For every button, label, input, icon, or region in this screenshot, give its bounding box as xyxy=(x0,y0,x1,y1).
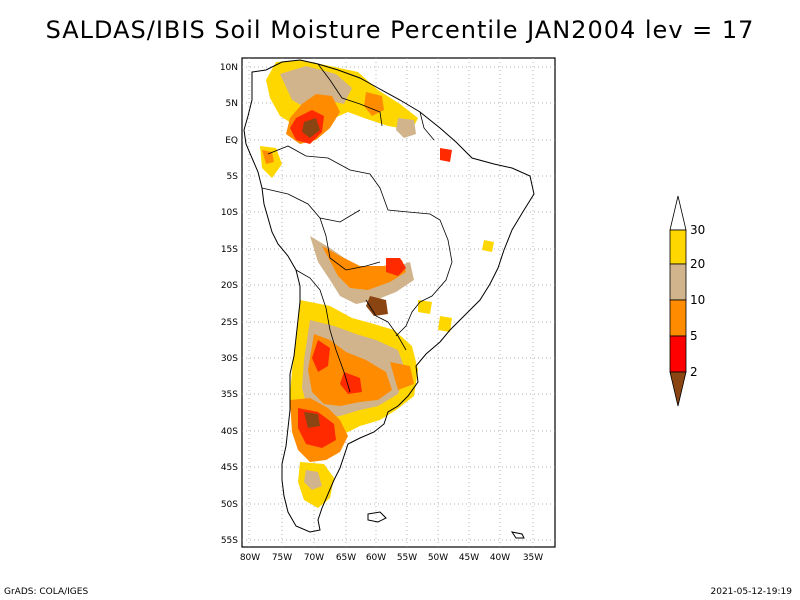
colorbar-label: 5 xyxy=(690,329,698,343)
colorbar-5-10 xyxy=(669,299,687,337)
footer-timestamp: 2021-05-12-19:19 xyxy=(710,587,793,597)
lat-label: 10N xyxy=(220,63,238,73)
lat-label: 45S xyxy=(221,463,238,473)
lat-label: 5S xyxy=(227,172,239,182)
lat-label: 40S xyxy=(221,427,238,437)
lon-label: 75W xyxy=(272,553,292,563)
lon-label: 40W xyxy=(490,553,510,563)
lon-label: 50W xyxy=(428,553,448,563)
lat-label: 5N xyxy=(226,99,238,109)
lon-label: 65W xyxy=(336,553,356,563)
lat-label: 55S xyxy=(221,536,238,546)
lat-label: 30S xyxy=(221,354,238,364)
lon-label: 55W xyxy=(397,553,417,563)
footer-credit: GrADS: COLA/IGES xyxy=(4,587,89,597)
soil-moisture-shading xyxy=(260,60,494,508)
lat-label: 25S xyxy=(221,318,238,328)
colorbar-above-30 xyxy=(669,195,687,231)
colorbar-labels: 30 20 10 5 2 xyxy=(690,223,705,379)
lat-label: 35S xyxy=(221,390,238,400)
colorbar-label: 10 xyxy=(690,293,705,307)
lon-label: 60W xyxy=(366,553,386,563)
lat-tick-labels: 10N 5N EQ 5S 10S 15S 20S 25S 30S 35S 40S… xyxy=(220,63,238,546)
lon-label: 35W xyxy=(523,553,543,563)
lat-label: 15S xyxy=(221,245,238,255)
lon-tick-labels: 80W 75W 70W 65W 60W 55W 50W 45W 40W 35W xyxy=(240,553,543,563)
lon-label: 45W xyxy=(459,553,479,563)
colorbar-20-30 xyxy=(669,229,687,265)
colorbar-2-5 xyxy=(669,335,687,373)
colorbar-label: 30 xyxy=(690,223,705,237)
coastline xyxy=(243,59,535,539)
colorbar-label: 2 xyxy=(690,365,698,379)
lat-label: 10S xyxy=(221,208,238,218)
colorbar-below-2 xyxy=(669,371,687,407)
lat-label: 20S xyxy=(221,281,238,291)
lon-label: 80W xyxy=(240,553,260,563)
plot-frame xyxy=(241,57,556,548)
colorbar-10-20 xyxy=(669,263,687,301)
country-borders xyxy=(261,63,453,393)
lat-label: EQ xyxy=(225,136,238,146)
lon-label: 70W xyxy=(304,553,324,563)
colorbar-label: 20 xyxy=(690,257,705,271)
map-title: SALDAS/IBIS Soil Moisture Percentile JAN… xyxy=(45,16,755,44)
colorbar xyxy=(669,195,687,407)
lat-label: 50S xyxy=(221,500,238,510)
